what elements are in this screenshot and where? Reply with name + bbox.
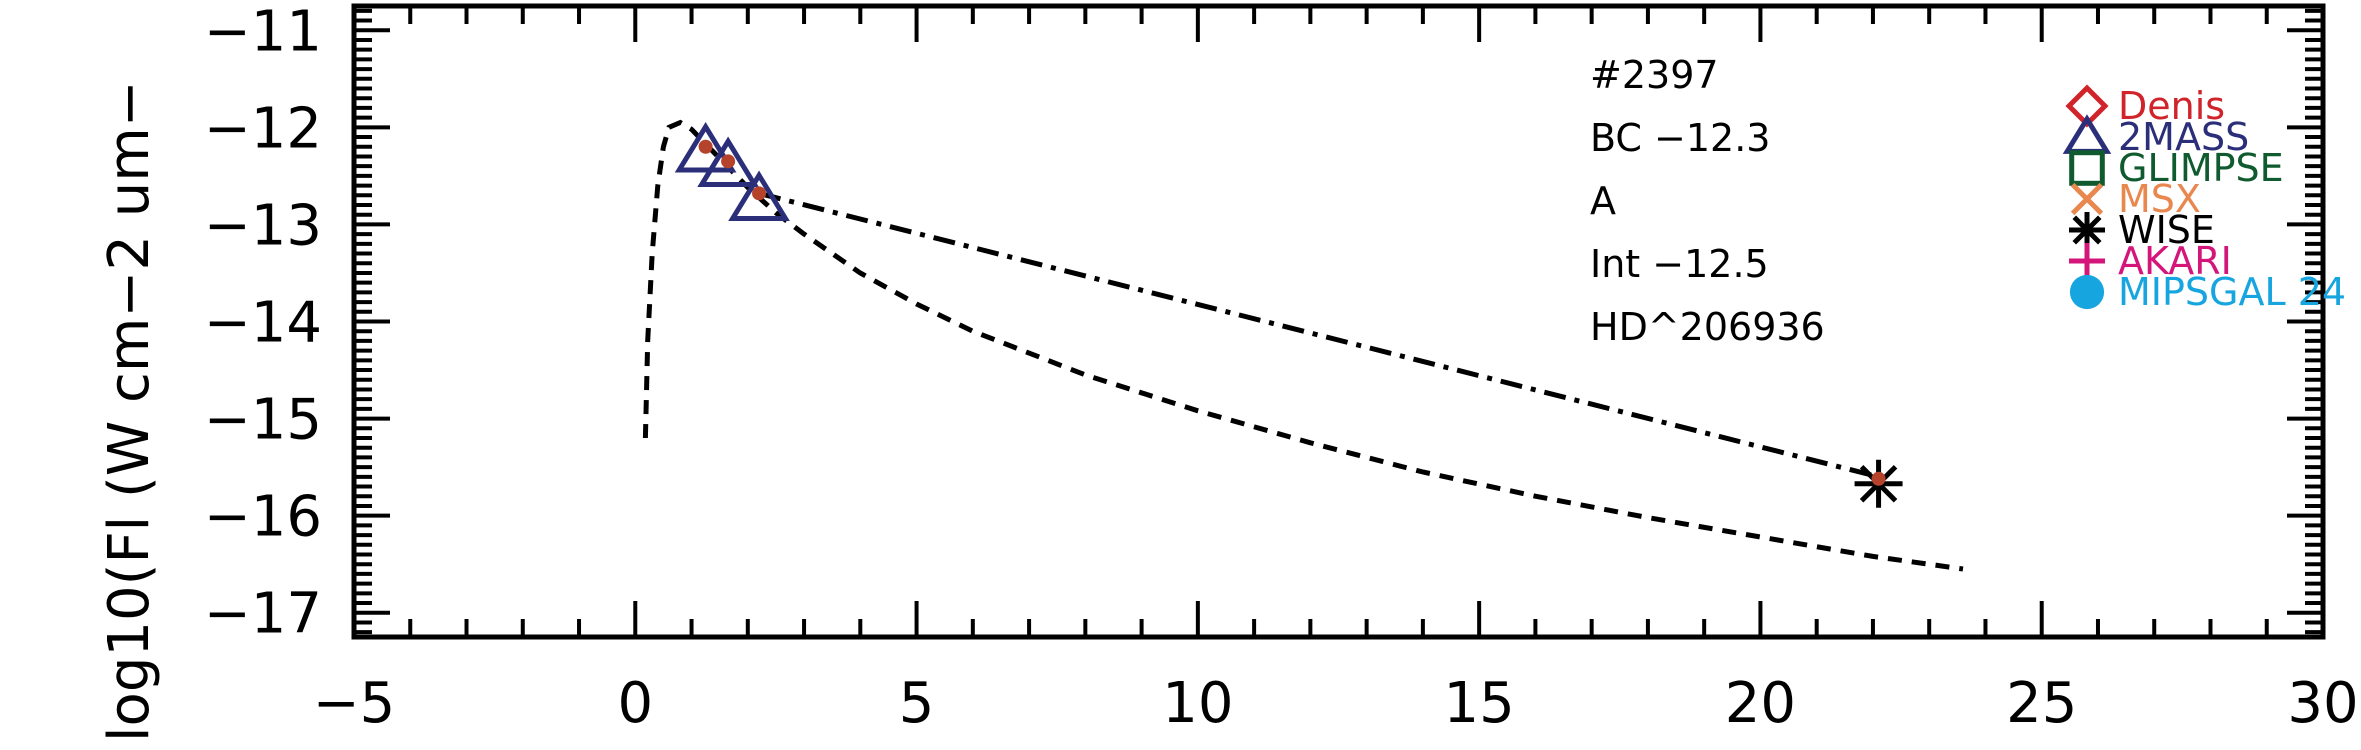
legend-label: AKARI [2118, 239, 2232, 283]
triangle-marker [697, 136, 759, 188]
y-axis-label: log10(Fl (W cm−2 um− [97, 80, 162, 742]
annotation-line: BC −12.3 [1590, 116, 1770, 160]
legend-label: Denis [2118, 84, 2225, 128]
y-tick-label: −12 [204, 96, 322, 161]
legend-marker-glimpse [2069, 150, 2105, 186]
y-tick-label: −15 [204, 388, 322, 453]
plot-frame [351, 3, 2326, 640]
legend-marker-mipsgal-24 [2069, 274, 2105, 310]
asterisk-marker-stroke [2072, 215, 2102, 245]
legend-label: MSX [2118, 177, 2201, 221]
legend-marker-wise [2069, 212, 2105, 248]
model-point [698, 139, 713, 154]
annotation-line: A [1590, 179, 1616, 223]
annotation-line: #2397 [1590, 53, 1719, 97]
model-curve-dashed [642, 119, 1964, 572]
data-points [674, 121, 1903, 508]
x-tick-label: 15 [1444, 671, 1515, 736]
x-tick-label: 25 [2006, 671, 2077, 736]
model-point [752, 186, 767, 201]
diamond-marker [2065, 84, 2109, 128]
x-tick-label: 30 [2287, 671, 2358, 736]
legend-marker-msx [2070, 182, 2104, 216]
y-tick-label: −13 [204, 193, 322, 258]
data-point-2mass [697, 136, 759, 188]
triangle-marker [728, 170, 790, 221]
model-line-dashdot [758, 190, 1880, 480]
annotation-line: HD^206936 [1590, 305, 1825, 349]
y-tick-label: −11 [204, 0, 322, 64]
model-point [1871, 471, 1886, 486]
legend-label: WISE [2118, 208, 2215, 252]
x-tick-label: 0 [617, 671, 653, 736]
x-marker-stroke [2070, 182, 2104, 216]
y-tick-label: −17 [204, 582, 322, 647]
triangle-marker [674, 121, 737, 173]
axis-ticks [352, 6, 2325, 637]
y-tick-label: −14 [204, 291, 322, 356]
data-point-2mass [728, 170, 790, 221]
x-tick-label: 10 [1162, 671, 1233, 736]
legend-marker-akari [2069, 243, 2105, 279]
x-tick-label: −5 [313, 671, 396, 736]
legend-label: GLIMPSE [2118, 146, 2284, 190]
square-marker [2069, 150, 2105, 186]
annotation-line: Int −12.5 [1590, 242, 1769, 286]
legend-label: 2MASS [2118, 115, 2249, 159]
tick-labels: −5 0 5 10 15 20 25 30 −11 −12 −13 −14 −15 −16 −17 [204, 0, 2359, 736]
y-tick-label: −16 [204, 485, 322, 550]
model-point [721, 154, 736, 169]
legend-marker-denis [2065, 84, 2109, 128]
x-tick-label: 20 [1725, 671, 1796, 736]
legend-label: MIPSGAL 24 [2118, 270, 2346, 314]
x-tick-label: 5 [899, 671, 935, 736]
series-lines [642, 119, 1964, 572]
axes-frame [351, 3, 2326, 640]
annotations: #2397 BC −12.3 A Int −12.5 HD^206936 [1590, 53, 1825, 349]
circle-marker [2069, 274, 2105, 310]
data-point-2mass [674, 121, 737, 173]
